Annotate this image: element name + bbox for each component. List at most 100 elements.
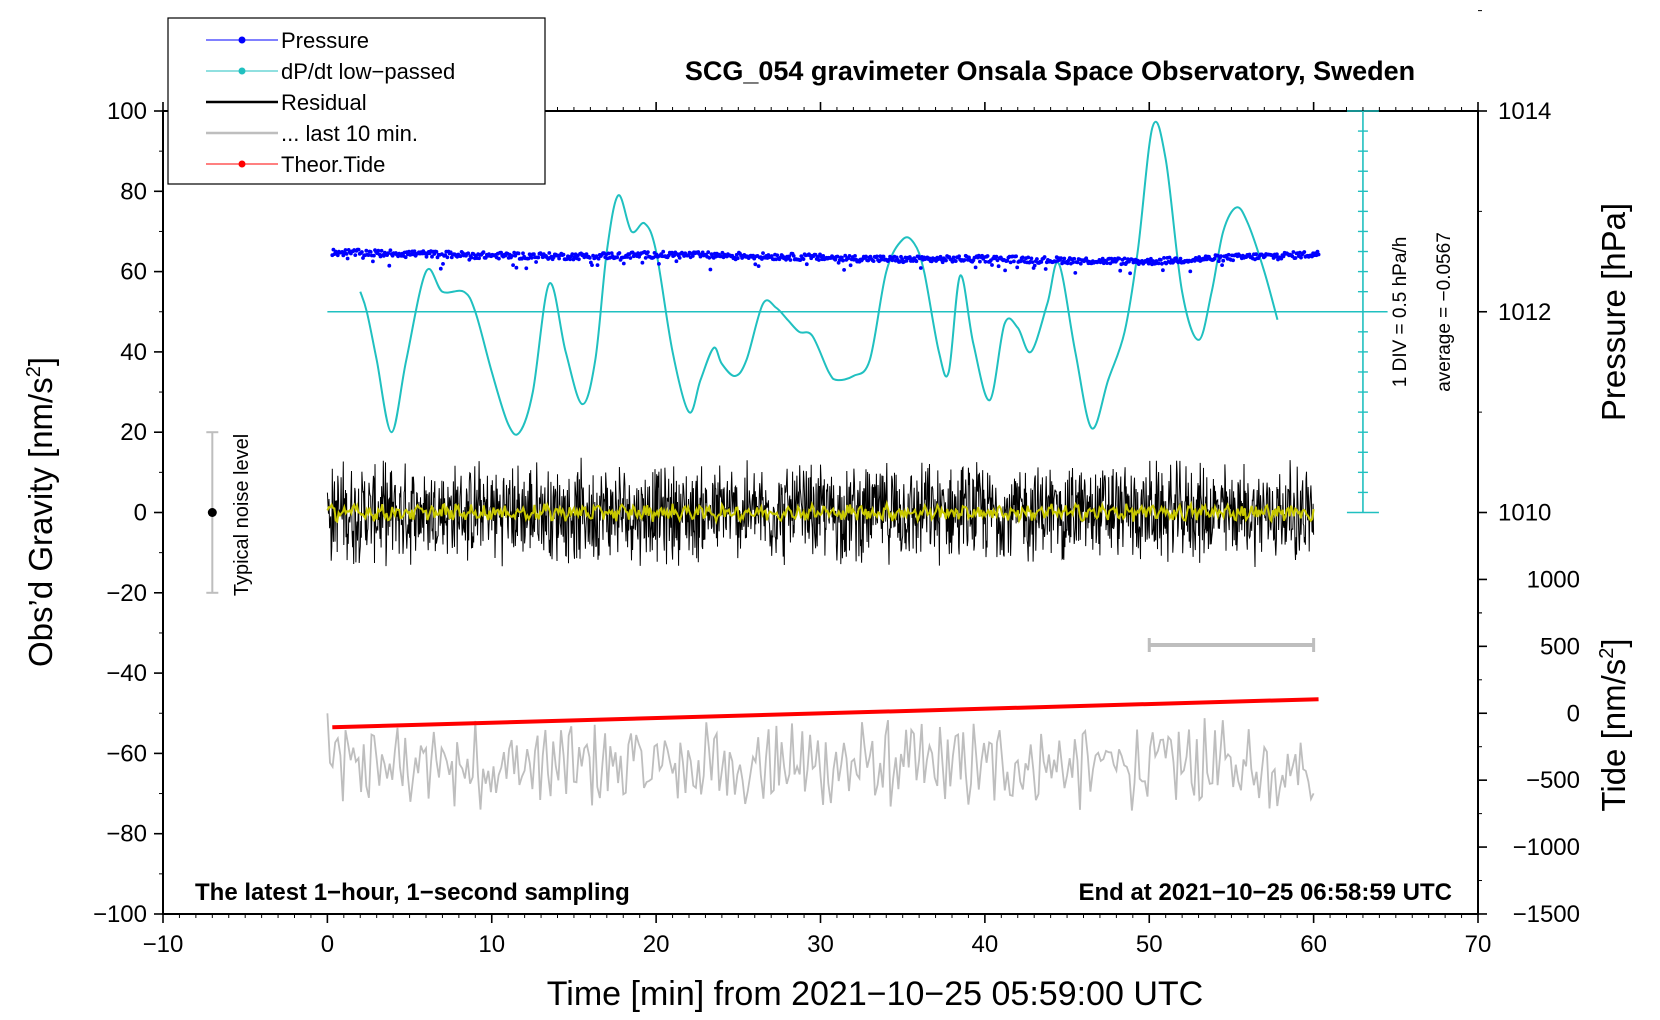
pressure-point [1065,261,1070,266]
pressure-point [584,252,589,257]
pressure-point [412,249,417,254]
pressure-point [1221,258,1226,263]
pressure-point [661,249,666,254]
pressure-point [1003,268,1007,273]
pressure-point [434,249,439,254]
y-tick-label: −20 [106,580,147,607]
pressure-point [1316,252,1321,257]
pressure-point [1043,267,1048,271]
pressure-point [1293,256,1298,260]
pressure-point [1215,253,1220,258]
residual-smoothed-trace [326,499,1315,525]
pressure-point [994,254,999,259]
x-tick-label: 50 [1136,931,1163,958]
pressure-point [1071,260,1075,265]
residual-trace [326,457,1315,568]
pressure-point [481,250,486,255]
pressure-point [387,263,392,268]
series-layer [206,110,1388,811]
pressure-point [606,251,611,256]
pressure-point [1039,260,1044,264]
pressure-point [445,255,450,260]
pressure-point [1178,256,1183,261]
pressure-point [848,263,853,268]
pressure-point [753,262,758,267]
pressure-point [990,263,994,267]
pressure-point [376,248,381,253]
pressure-tick-label: 1012 [1498,299,1551,326]
pressure-point [1281,254,1286,259]
y-tick-label: −100 [93,901,147,928]
pressure-point [466,251,471,256]
legend-marker [238,160,246,168]
pressure-point [521,251,525,256]
pressure-point [590,263,594,267]
pressure-point [1188,269,1193,274]
pressure-point [1127,259,1131,264]
dpdt-trace [359,120,1279,436]
pressure-point [534,260,538,264]
x-tick-label: 0 [321,931,334,958]
pressure-point [1160,261,1164,266]
pressure-point [967,255,971,260]
pressure-point [477,256,481,261]
tide-tick-label: −1000 [1513,834,1580,861]
pressure-point [953,259,958,263]
x-tick-label: 30 [807,931,834,958]
pressure-point [1072,256,1077,261]
pressure-point [366,253,371,257]
pressure-point [707,255,712,260]
y-tick-label: 80 [120,178,147,205]
tide-trace [332,697,1319,730]
pressure-point [951,255,956,260]
y-tick-label: 100 [107,98,147,125]
pressure-point [561,252,566,257]
pressure-point [791,254,796,258]
pressure-axis-label: Pressure [hPa] [1595,203,1632,421]
legend-label: ... last 10 min. [281,121,418,146]
tide-tick-label: 0 [1567,700,1580,727]
pressure-point [1078,261,1083,266]
pressure-point [847,254,852,258]
pressure-point [918,266,923,270]
pressure-point [512,250,517,255]
pressure-point [344,252,349,256]
pressure-point [513,253,518,258]
pressure-point [1026,255,1031,260]
pressure-point [700,250,705,255]
pressure-point [595,263,600,267]
pressure-point [840,255,844,260]
legend-label: Residual [281,90,367,115]
pressure-point [596,256,601,261]
pressure-point [1032,263,1037,268]
pressure-point [1128,271,1132,276]
y-axis-left-label: Obs’d Gravity [nm/s2] [22,357,59,667]
x-tick-label: 60 [1300,931,1327,958]
pressure-point [514,265,519,270]
pressure-point [890,258,895,263]
pressure-point [864,254,868,259]
pressure-point [817,258,821,262]
pressure-point [914,259,919,264]
pressure-point [646,250,650,255]
pressure-point [386,251,391,256]
legend-label: dP/dt low−passed [281,59,455,84]
pressure-point [957,254,961,259]
pressure-point [516,251,521,256]
pressure-point [532,252,536,256]
pressure-point [833,257,838,262]
pressure-point [424,254,429,259]
pressure-point [761,251,765,256]
pressure-point [904,259,909,263]
pressure-point [756,264,761,268]
pressure-point [1018,259,1023,264]
pressure-point [1005,258,1010,263]
y-tick-label: −40 [106,660,147,687]
pressure-point [841,258,845,263]
pressure-point [1059,256,1063,260]
pressure-point [371,259,375,264]
pressure-point [1299,255,1303,260]
pressure-point [510,254,514,258]
pressure-point [1035,257,1039,261]
